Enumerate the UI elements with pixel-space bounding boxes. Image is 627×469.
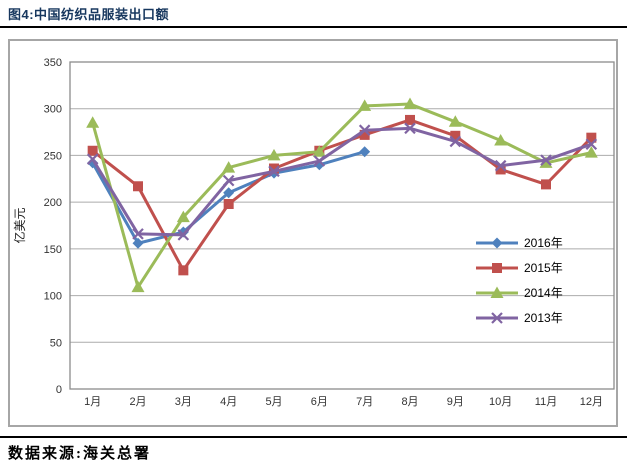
series-point-2014年 [267,148,281,161]
series-point-2014年 [131,280,145,293]
legend-label-2016年: 2016年 [524,236,563,250]
series-point-2015年 [359,129,370,140]
series-point-2015年 [586,132,597,143]
y-tick-label: 250 [44,150,62,162]
title-divider [0,26,627,28]
series-point-2014年 [176,210,190,223]
x-tick-label: 7月 [356,396,373,408]
x-tick-label: 9月 [447,396,464,408]
x-tick-label: 4月 [220,396,237,408]
chart-title: 图4:中国纺织品服装出口额 [8,7,170,22]
x-tick-label: 10月 [489,396,512,408]
series-point-2014年 [494,133,508,146]
legend-marker-2013年 [491,312,503,324]
series-line-2013年 [91,126,592,237]
series-point-2013年 [494,159,507,172]
series-point-2014年 [539,156,553,168]
x-tick-label: 6月 [311,396,328,408]
y-tick-label: 150 [44,244,62,256]
series-point-2014年 [403,97,417,110]
y-tick-label: 50 [50,337,62,349]
series-point-2013年 [268,165,280,178]
series-point-2015年 [405,114,415,125]
legend-label-2013年: 2013年 [524,311,563,325]
series-point-2015年 [178,265,189,276]
data-source-note: 数据来源:海关总署 [8,446,151,462]
series-point-2013年 [585,138,598,150]
x-tick-label: 1月 [84,396,101,408]
series-line-2014年 [91,102,592,289]
series-point-2013年 [449,135,462,148]
footer-divider [0,436,627,438]
series-point-2013年 [177,229,190,241]
series-point-2014年 [222,161,236,173]
series-point-2014年 [584,146,598,158]
y-axis-title: 亿美元 [12,207,27,243]
y-tick-label: 300 [44,104,62,116]
chart-container: 0 50 100 150 200 250 300 350 1月 2月 3月 4月 5月 6月 7月 8月 9月 1… [8,39,618,427]
legend-marker-2016年 [491,237,503,249]
x-tick-label: 12月 [580,396,603,408]
series-point-2014年 [448,115,462,127]
series-point-2014年 [86,116,100,128]
series-point-2016年 [313,159,325,171]
series-point-2013年 [358,124,371,136]
series-point-2015年 [495,164,506,175]
series-point-2013年 [540,154,552,166]
series-point-2015年 [450,130,461,141]
legend-marker-2014年 [490,286,504,298]
series-point-2016年 [132,237,144,249]
y-tick-label: 0 [56,384,62,396]
x-tick-label: 8月 [401,396,418,408]
x-tick-label: 3月 [175,396,192,408]
x-tick-label: 2月 [129,396,146,408]
y-tick-label: 100 [44,291,62,303]
x-tick-label: 11月 [535,396,557,408]
y-tick-label: 200 [44,197,62,209]
series-point-2016年 [359,146,371,158]
series-point-2016年 [87,157,99,169]
plot-area-border [69,61,615,390]
series-point-2015年 [269,163,279,174]
series-point-2015年 [223,199,234,210]
series-line-2015年 [91,118,593,272]
line-chart: 0 50 100 150 200 250 300 350 1月 2月 3月 4月 5月 6月 7月 8月 9月 1… [12,57,615,408]
legend-label-2015年: 2015年 [524,261,563,275]
series-point-2013年 [132,228,144,240]
series-point-2013年 [222,174,235,187]
y-tick-label: 350 [44,57,62,69]
series-point-2013年 [313,155,326,167]
series-point-2014年 [312,145,326,157]
legend-marker-2015年 [492,263,502,273]
series-point-2016年 [223,187,235,199]
legend-label-2014年: 2014年 [524,286,563,300]
x-tick-label: 5月 [265,396,282,408]
series-point-2015年 [87,145,98,156]
series-point-2013年 [86,153,99,165]
series-point-2014年 [358,99,372,111]
series-point-2015年 [541,179,551,190]
series-point-2015年 [133,181,143,192]
series-point-2013年 [404,122,416,135]
